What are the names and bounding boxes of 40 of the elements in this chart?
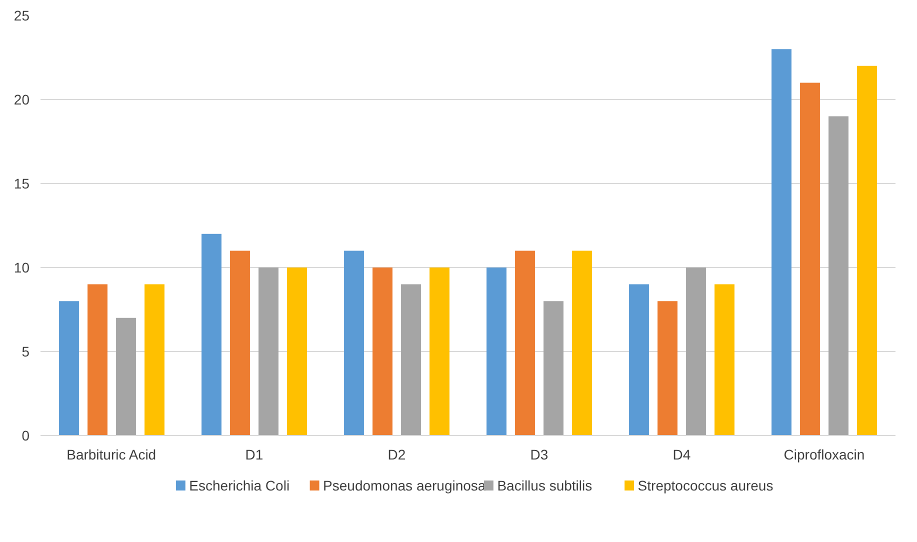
bar <box>230 250 250 436</box>
bar <box>515 250 535 436</box>
y-tick-label: 0 <box>22 428 30 444</box>
legend-label: Escherichia Coli <box>189 478 290 494</box>
legend-label: Bacillus subtilis <box>497 478 592 494</box>
bar <box>344 250 364 436</box>
y-tick-label: 20 <box>14 92 30 108</box>
bar <box>772 49 792 436</box>
bar <box>116 318 136 436</box>
bar <box>88 284 108 436</box>
bar <box>372 268 392 436</box>
bar <box>828 116 848 436</box>
legend-label: Pseudomonas aeruginosa <box>323 478 486 494</box>
y-tick-label: 25 <box>14 8 30 24</box>
bar <box>544 301 564 436</box>
bar <box>714 284 734 436</box>
bar <box>144 284 164 436</box>
bar <box>258 268 278 436</box>
bar <box>287 268 307 436</box>
x-tick-label: D3 <box>530 446 548 462</box>
bar <box>686 268 706 436</box>
y-tick-label: 10 <box>14 260 30 276</box>
bar <box>629 284 649 436</box>
bar <box>486 268 506 436</box>
bar <box>658 301 678 436</box>
bar <box>857 66 877 436</box>
x-tick-label: Barbituric Acid <box>66 446 156 462</box>
bar <box>430 268 450 436</box>
x-tick-label: D4 <box>672 446 691 462</box>
y-tick-label: 5 <box>22 344 30 360</box>
x-tick-label: D1 <box>245 446 264 462</box>
bar <box>800 82 820 436</box>
bar <box>59 301 79 436</box>
bar <box>401 284 421 436</box>
legend-label: Streptococcus aureus <box>638 478 774 494</box>
y-tick-label: 15 <box>14 176 30 192</box>
x-tick-label: D2 <box>388 446 406 462</box>
x-tick-label: Ciprofloxacin <box>784 446 865 462</box>
bar <box>572 250 592 436</box>
bar <box>202 234 222 436</box>
